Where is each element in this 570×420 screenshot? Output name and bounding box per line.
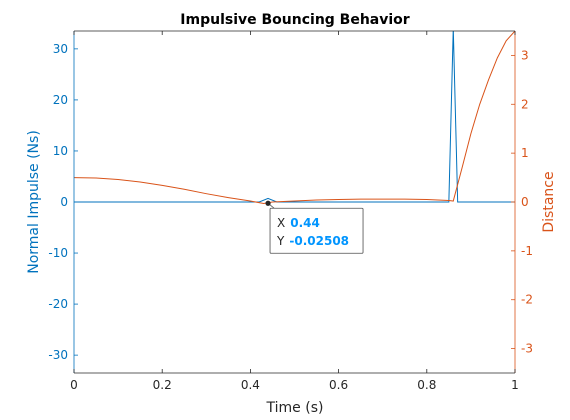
series-group <box>74 31 515 204</box>
x-tick-label: 0.8 <box>417 378 436 392</box>
datatip-x-row: X 0.44 <box>277 216 320 230</box>
x-tick-label: 0.2 <box>153 378 172 392</box>
y-left-tick-label: 20 <box>53 93 68 107</box>
datatip-y-label: Y <box>276 234 285 248</box>
y-left-tick-label: 10 <box>53 144 68 158</box>
y-left-axis-label: Normal Impulse (Ns) <box>26 130 42 274</box>
datatip-y-row: Y -0.02508 <box>276 234 349 248</box>
chart-title: Impulsive Bouncing Behavior <box>180 12 410 28</box>
y-right-axis-label: Distance <box>541 171 557 232</box>
y-left-tick-label: 30 <box>53 42 68 56</box>
y-right-tick-label: 1 <box>521 146 529 160</box>
y-left-tick-label: 0 <box>60 195 68 209</box>
datatip-y-value: -0.02508 <box>289 234 349 248</box>
series-line-right <box>74 31 515 204</box>
datatip[interactable]: X 0.44 Y -0.02508 <box>265 200 364 254</box>
x-tick-label: 0 <box>70 378 78 392</box>
x-tick-label: 0.6 <box>329 378 348 392</box>
datatip-box <box>269 207 364 254</box>
datatip-x-value: 0.44 <box>290 216 320 230</box>
datatip-x-label: X <box>277 216 285 230</box>
x-tick-label: 0.4 <box>241 378 260 392</box>
y-left-tick-label: -10 <box>48 246 68 260</box>
y-left-tick-label: -20 <box>48 297 68 311</box>
plot-layer <box>74 31 515 373</box>
y-right-tick-label: -1 <box>521 244 533 258</box>
y-right-tick-label: 2 <box>521 97 529 111</box>
y-right-tick-label: -3 <box>521 342 533 356</box>
y-right-tick-label: 0 <box>521 195 529 209</box>
x-axis-label: Time (s) <box>266 400 324 416</box>
y-right-tick-label: 3 <box>521 48 529 62</box>
datatip-marker <box>265 200 271 206</box>
y-right-tick-label: -2 <box>521 293 533 307</box>
x-tick-label: 1 <box>511 378 519 392</box>
series-line-left <box>74 31 515 203</box>
y-left-tick-label: -30 <box>48 348 68 362</box>
